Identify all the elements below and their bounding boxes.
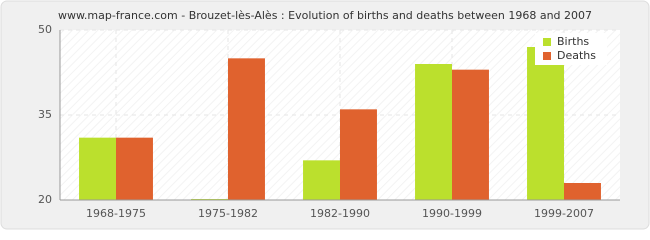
legend-label: Births bbox=[557, 35, 589, 48]
x-tick-label: 1975-1982 bbox=[198, 207, 258, 220]
bar bbox=[303, 160, 340, 200]
legend-swatch bbox=[543, 38, 551, 46]
bar bbox=[228, 58, 265, 201]
chart: www.map-france.com - Brouzet-lès-Alès : … bbox=[0, 0, 650, 230]
y-tick-label: 20 bbox=[38, 193, 52, 206]
x-tick-label: 1999-2007 bbox=[534, 207, 594, 220]
y-tick-label: 35 bbox=[38, 108, 52, 121]
bar bbox=[527, 47, 564, 200]
x-tick-label: 1968-1975 bbox=[86, 207, 146, 220]
chart-title: www.map-france.com - Brouzet-lès-Alès : … bbox=[58, 9, 592, 22]
bar bbox=[79, 137, 116, 200]
y-tick-label: 50 bbox=[38, 23, 52, 36]
legend-swatch bbox=[543, 52, 551, 60]
page: {"chart_data": {"type": "bar", "title": … bbox=[0, 0, 650, 230]
bar bbox=[564, 183, 601, 200]
bar bbox=[452, 69, 489, 201]
bar bbox=[340, 109, 377, 200]
x-tick-label: 1990-1999 bbox=[422, 207, 482, 220]
bar bbox=[415, 64, 452, 200]
x-tick-label: 1982-1990 bbox=[310, 207, 370, 220]
bar bbox=[116, 137, 153, 200]
legend-label: Deaths bbox=[557, 49, 596, 62]
